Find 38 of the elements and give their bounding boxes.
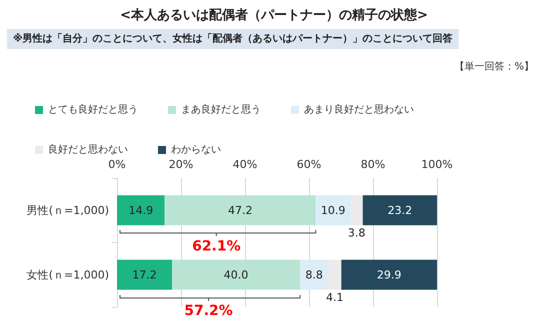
bar <box>350 195 363 226</box>
data-label: 40.0 <box>224 268 248 282</box>
bar <box>117 260 172 290</box>
annotation: 57.2% <box>184 302 233 319</box>
x-tick-label: 0% <box>108 158 126 171</box>
bar <box>164 195 316 226</box>
y-tick-label: 女性(ｎ=1,000) <box>26 268 109 282</box>
x-tick-label: 60% <box>296 158 322 171</box>
bar <box>328 260 342 290</box>
x-tick-label: 100% <box>421 158 453 171</box>
legend-label: あまり良好だと思わない <box>304 104 414 116</box>
bar <box>341 260 437 290</box>
data-label: 29.9 <box>376 268 402 282</box>
chart-title: <本人あるいは配偶者（パートナー）の精子の状態> <box>120 7 428 23</box>
data-label: 17.2 <box>132 268 157 282</box>
data-label: 8.8 <box>305 268 323 282</box>
x-tick-label: 80% <box>360 158 386 171</box>
legend-label: まあ良好だと思う <box>181 104 261 116</box>
data-label: 14.9 <box>128 204 154 217</box>
bar <box>300 260 328 290</box>
bar <box>172 260 300 290</box>
data-label: 47.2 <box>228 204 252 217</box>
bar <box>362 195 437 226</box>
data-label: 10.9 <box>320 204 346 217</box>
text: 【単一回答：%】 <box>454 60 534 72</box>
legend-label: わからない <box>171 144 221 156</box>
legend-label: 良好だと思わない <box>48 144 128 156</box>
bar <box>316 195 351 226</box>
chart-subtitle: ※男性は「自分」のことについて、女性は「配偶者（あるいはパートナー）」のことについて回答 <box>13 32 454 44</box>
x-tick-label: 20% <box>168 158 194 171</box>
bar <box>117 195 165 226</box>
x-tick-label: 40% <box>232 158 258 171</box>
y-tick-label: 男性(ｎ=1,000) <box>26 204 109 217</box>
data-label: 4.1 <box>326 290 344 304</box>
data-label: 23.2 <box>388 204 412 217</box>
legend-label: とても良好だと思う <box>48 104 138 116</box>
data-label: 3.8 <box>348 226 366 240</box>
annotation: 62.1% <box>192 238 241 254</box>
